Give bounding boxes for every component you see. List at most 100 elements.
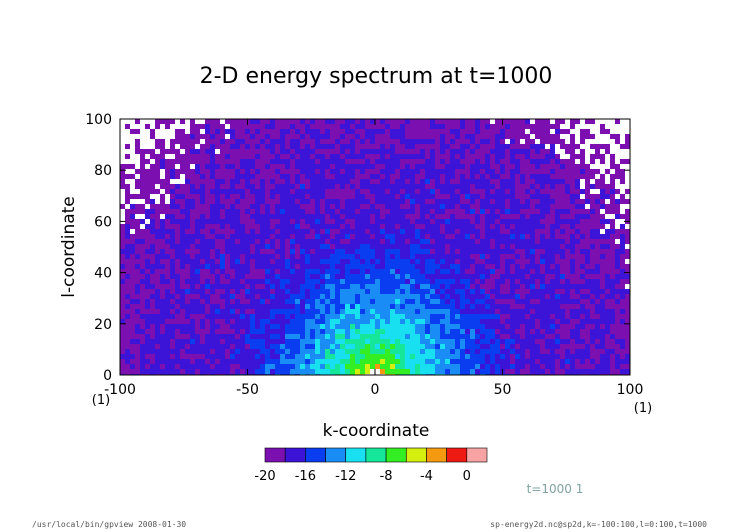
- heatmap-cell: [400, 259, 406, 265]
- heatmap-cell: [140, 199, 146, 205]
- heatmap-cell: [510, 204, 516, 210]
- heatmap-cell: [360, 214, 366, 220]
- heatmap-cell: [375, 284, 381, 290]
- heatmap-cell: [190, 284, 196, 290]
- heatmap-cell: [555, 294, 561, 300]
- heatmap-cell: [140, 219, 146, 225]
- heatmap-cell: [225, 239, 231, 245]
- heatmap-cell: [185, 184, 191, 190]
- heatmap-cell: [160, 199, 166, 205]
- heatmap-cell: [380, 209, 386, 215]
- heatmap-cell: [570, 274, 576, 280]
- heatmap-cell: [120, 309, 126, 315]
- heatmap-cell: [475, 124, 481, 130]
- heatmap-cell: [470, 359, 476, 365]
- heatmap-cell: [470, 194, 476, 200]
- heatmap-cell: [530, 149, 536, 155]
- heatmap-cell: [140, 274, 146, 280]
- heatmap-cell: [535, 354, 541, 360]
- heatmap-cell: [285, 214, 291, 220]
- heatmap-cell: [565, 194, 571, 200]
- heatmap-cell: [205, 204, 211, 210]
- heatmap-cell: [270, 229, 276, 235]
- heatmap-cell: [175, 199, 181, 205]
- heatmap-cell: [180, 129, 186, 135]
- heatmap-cell: [260, 294, 266, 300]
- heatmap-cell: [520, 124, 526, 130]
- heatmap-cell: [350, 174, 356, 180]
- heatmap-cell: [565, 134, 571, 140]
- heatmap-cell: [265, 334, 271, 340]
- heatmap-cell: [145, 174, 151, 180]
- heatmap-cell: [210, 224, 216, 230]
- heatmap-cell: [600, 149, 606, 155]
- heatmap-cell: [230, 294, 236, 300]
- heatmap-cell: [595, 149, 601, 155]
- heatmap-cell: [605, 139, 611, 145]
- heatmap-cell: [220, 284, 226, 290]
- heatmap-cell: [350, 319, 356, 325]
- heatmap-cell: [385, 144, 391, 150]
- heatmap-cell: [215, 219, 221, 225]
- heatmap-cell: [160, 309, 166, 315]
- heatmap-cell: [560, 299, 566, 305]
- heatmap-cell: [595, 249, 601, 255]
- heatmap-cell: [200, 119, 206, 125]
- heatmap-cell: [510, 149, 516, 155]
- heatmap-cell: [135, 239, 141, 245]
- heatmap-cell: [325, 209, 331, 215]
- heatmap-cell: [285, 314, 291, 320]
- heatmap-cell: [225, 294, 231, 300]
- heatmap-cell: [500, 184, 506, 190]
- heatmap-cell: [490, 184, 496, 190]
- heatmap-cell: [570, 254, 576, 260]
- heatmap-cell: [270, 119, 276, 125]
- heatmap-cell: [550, 334, 556, 340]
- heatmap-cell: [230, 359, 236, 365]
- heatmap-cell: [515, 264, 521, 270]
- heatmap-cell: [605, 334, 611, 340]
- heatmap-cell: [520, 174, 526, 180]
- heatmap-cell: [190, 169, 196, 175]
- heatmap-cell: [530, 229, 536, 235]
- heatmap-cell: [570, 354, 576, 360]
- heatmap-cell: [590, 234, 596, 240]
- heatmap-cell: [595, 159, 601, 165]
- heatmap-cell: [170, 199, 176, 205]
- heatmap-cell: [295, 354, 301, 360]
- heatmap-cell: [205, 344, 211, 350]
- heatmap-cell: [450, 159, 456, 165]
- heatmap-cell: [525, 344, 531, 350]
- heatmap-cell: [175, 144, 181, 150]
- heatmap-cell: [170, 129, 176, 135]
- heatmap-cell: [215, 304, 221, 310]
- heatmap-cell: [170, 189, 176, 195]
- heatmap-cell: [245, 169, 251, 175]
- heatmap-cell: [200, 234, 206, 240]
- heatmap-cell: [400, 124, 406, 130]
- heatmap-cell: [450, 169, 456, 175]
- heatmap-cell: [175, 219, 181, 225]
- heatmap-cell: [415, 129, 421, 135]
- heatmap-cell: [475, 204, 481, 210]
- heatmap-cell: [135, 289, 141, 295]
- heatmap-cell: [345, 329, 351, 335]
- heatmap-cell: [185, 139, 191, 145]
- heatmap-cell: [130, 299, 136, 305]
- heatmap-cell: [450, 219, 456, 225]
- heatmap-cell: [425, 349, 431, 355]
- heatmap-cell: [215, 154, 221, 160]
- heatmap-cell: [290, 294, 296, 300]
- heatmap-cell: [390, 309, 396, 315]
- heatmap-cell: [560, 279, 566, 285]
- heatmap-cell: [435, 254, 441, 260]
- heatmap-cell: [365, 339, 371, 345]
- heatmap-cell: [175, 329, 181, 335]
- heatmap-cell: [140, 344, 146, 350]
- heatmap-cell: [275, 169, 281, 175]
- heatmap-cell: [185, 204, 191, 210]
- heatmap-cell: [140, 204, 146, 210]
- heatmap-cell: [470, 309, 476, 315]
- heatmap-cell: [620, 324, 626, 330]
- heatmap-cell: [610, 344, 616, 350]
